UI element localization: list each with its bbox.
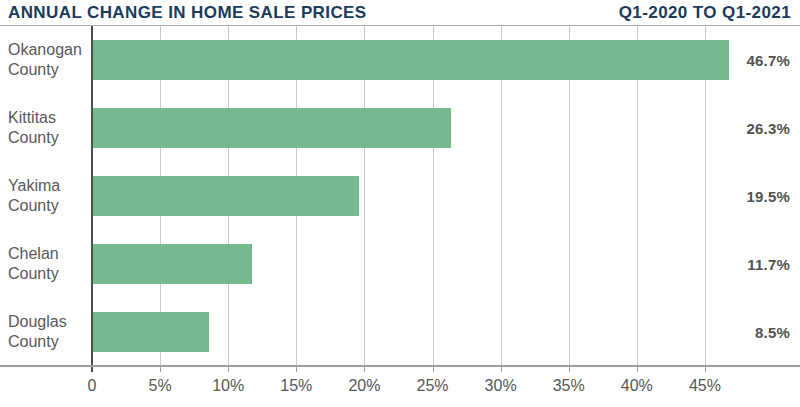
bar [93,312,209,352]
x-axis-tick-label: 15% [266,377,326,395]
value-label: 19.5% [720,162,790,230]
x-axis-tick [637,367,638,372]
y-axis-line [91,26,93,372]
x-axis-tick [501,367,502,372]
x-axis-tick-label: 5% [130,377,190,395]
category-label: Okanogan County [8,40,94,80]
x-axis-tick-label: 35% [539,377,599,395]
category-label: Chelan County [8,244,94,284]
x-axis-tick-label: 45% [675,377,735,395]
x-axis-tick [160,367,161,372]
chart-container: ANNUAL CHANGE IN HOME SALE PRICES Q1-202… [0,0,800,407]
plot-top-border [0,25,800,26]
chart-title: ANNUAL CHANGE IN HOME SALE PRICES [8,3,367,23]
x-axis-tick-label: 0 [62,377,122,395]
category-label: Yakima County [8,176,94,216]
x-axis-tick [433,367,434,372]
chart-period: Q1-2020 TO Q1-2021 [619,3,791,23]
x-axis-tick [228,367,229,372]
bar [93,40,729,80]
x-axis-line [0,365,800,367]
value-label: 46.7% [720,26,790,94]
x-axis-tick-label: 20% [334,377,394,395]
x-axis-tick [569,367,570,372]
bar [93,244,252,284]
x-axis-tick-label: 40% [607,377,667,395]
bar [93,108,451,148]
x-axis-tick [705,367,706,372]
x-axis-tick [296,367,297,372]
bar [93,176,359,216]
x-axis-tick-label: 10% [198,377,258,395]
value-label: 11.7% [720,230,790,298]
value-label: 26.3% [720,94,790,162]
category-label: Douglas County [8,312,94,352]
x-axis-tick-label: 30% [471,377,531,395]
x-axis-tick [364,367,365,372]
x-axis-tick-label: 25% [403,377,463,395]
category-label: Kittitas County [8,108,94,148]
value-label: 8.5% [720,298,790,366]
